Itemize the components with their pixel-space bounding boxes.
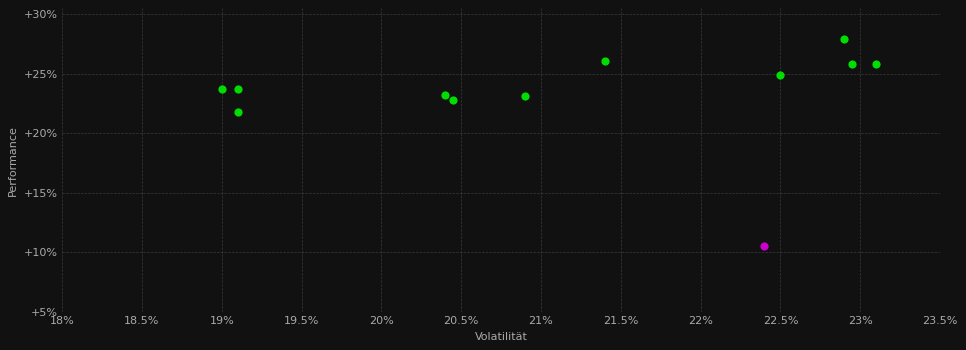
Point xyxy=(517,94,532,99)
Point xyxy=(773,72,788,78)
Point xyxy=(230,86,245,92)
Point xyxy=(230,109,245,115)
Point xyxy=(868,62,884,67)
Point xyxy=(214,86,230,92)
Point xyxy=(756,244,772,249)
Y-axis label: Performance: Performance xyxy=(9,125,18,196)
Point xyxy=(844,62,860,67)
Point xyxy=(445,97,461,103)
Point xyxy=(597,58,612,63)
Point xyxy=(837,36,852,42)
Point xyxy=(438,92,453,98)
X-axis label: Volatilität: Volatilität xyxy=(474,332,527,342)
